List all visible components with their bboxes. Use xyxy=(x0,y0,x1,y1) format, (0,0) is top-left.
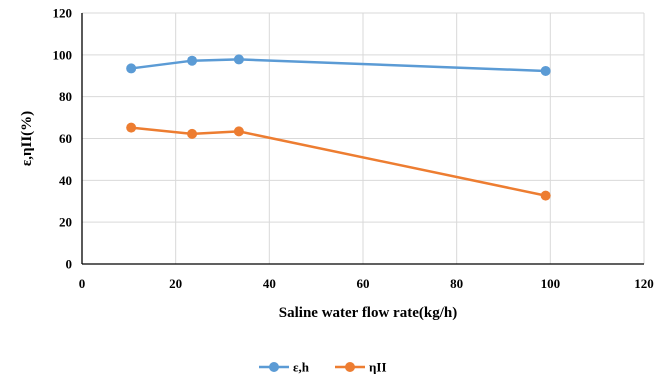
data-point xyxy=(126,63,137,74)
y-tick-label: 20 xyxy=(59,215,72,230)
x-tick-label: 60 xyxy=(357,276,370,291)
series-line xyxy=(129,126,547,197)
data-point xyxy=(540,190,551,201)
legend-item: ε,h xyxy=(259,360,310,375)
x-tick-label: 40 xyxy=(263,276,276,291)
y-tick-label: 100 xyxy=(53,47,73,62)
y-tick-label: 0 xyxy=(66,257,73,272)
legend: ε,h ηII xyxy=(259,360,387,375)
legend-marker xyxy=(345,362,355,372)
data-point xyxy=(187,55,198,66)
legend-label: ε,h xyxy=(293,360,310,375)
y-axis-title: ε,ηII(%) xyxy=(19,111,35,166)
x-tick-label: 0 xyxy=(79,276,86,291)
series-0 xyxy=(126,54,551,76)
y-tick-label: 60 xyxy=(59,131,72,146)
data-point xyxy=(187,128,198,139)
legend-label: ηII xyxy=(369,360,387,375)
x-tick-label: 80 xyxy=(450,276,463,291)
x-tick-label: 20 xyxy=(169,276,182,291)
x-tick-label: 100 xyxy=(541,276,561,291)
data-point xyxy=(126,122,137,133)
series-line xyxy=(129,58,547,73)
grid xyxy=(82,12,645,264)
series-1 xyxy=(126,122,551,201)
data-point xyxy=(233,54,244,65)
x-tick-label: 120 xyxy=(634,276,654,291)
y-tick-label: 80 xyxy=(59,89,72,104)
tick-labels: 0 20 40 60 80 100 120 0 20 40 60 80 100 120 xyxy=(53,6,654,292)
series xyxy=(126,54,551,201)
legend-item: ηII xyxy=(335,360,387,375)
data-point xyxy=(233,126,244,137)
x-axis-title: Saline water flow rate(kg/h) xyxy=(279,305,457,321)
y-tick-label: 120 xyxy=(53,6,73,21)
y-tick-label: 40 xyxy=(59,173,72,188)
legend-marker xyxy=(269,362,279,372)
data-point xyxy=(540,65,551,76)
axes xyxy=(81,13,644,265)
